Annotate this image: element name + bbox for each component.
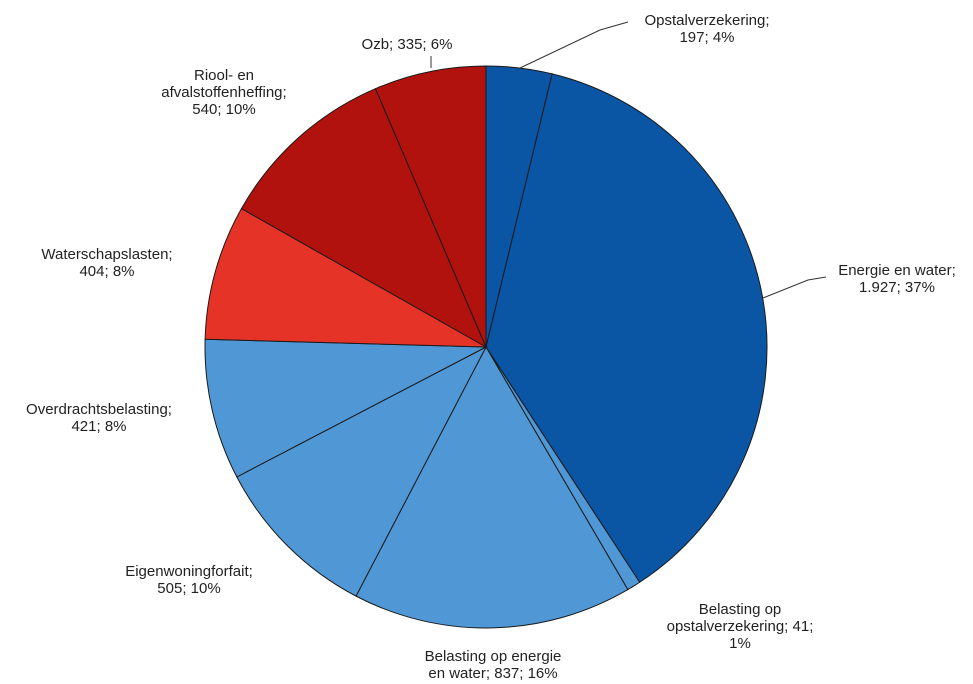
slice-label-line: 197; 4% — [679, 29, 734, 46]
slice-label-opstalverzekering: Opstalverzekering; 197; 4% — [644, 12, 769, 46]
slice-label-eigenwoningforfait: Eigenwoningforfait; 505; 10% — [125, 563, 253, 597]
slice-label-line: 505; 10% — [157, 580, 220, 597]
slice-label-line: 540; 10% — [192, 101, 255, 118]
pie-slice-waterschapslasten — [204, 207, 487, 348]
slice-label-line: Ozb; 335; 6% — [362, 36, 453, 53]
slice-label-line: Energie en water; — [838, 262, 956, 279]
slice-label-ozb: Ozb; 335; 6% — [362, 36, 453, 53]
slice-label-line: 404; 8% — [79, 263, 134, 280]
pie-slice-belasting-op-energie-en-water — [355, 345, 629, 629]
slice-label-riool-en-afvalstoffenheffing: Riool- en afvalstoffenheffing; 540; 10% — [161, 67, 286, 118]
slice-label-line: Overdrachtsbelasting; — [26, 401, 172, 418]
slice-label-line: 1.927; 37% — [859, 279, 935, 296]
slice-label-line: Belasting op energie — [425, 648, 562, 665]
label-leader-lines — [430, 21, 827, 299]
slice-label-line: Waterschapslasten; — [41, 246, 172, 263]
pie-slice-riool-en-afvalstoffenheffing — [240, 87, 488, 349]
pie-slice-eigenwoningforfait — [236, 345, 488, 597]
leader-line-opstalverzekering — [519, 21, 629, 69]
slice-label-energie-en-water: Energie en water; 1.927; 37% — [838, 262, 956, 296]
slice-label-line: afvalstoffenheffing; — [161, 84, 286, 101]
slice-label-line: Opstalverzekering; — [644, 12, 769, 29]
slice-label-line: Belasting op — [699, 601, 782, 618]
pie-slice-ozb — [374, 65, 487, 348]
leader-line-energie-en-water — [762, 276, 827, 299]
slice-label-belasting-op-energie-en-water: Belasting op energie en water; 837; 16% — [425, 648, 562, 682]
slice-label-line: Eigenwoningforfait; — [125, 563, 253, 580]
slice-label-line: Riool- en — [194, 67, 254, 84]
slice-label-line: 421; 8% — [71, 418, 126, 435]
slice-label-belasting-op-opstalverzekering: Belasting op opstalverzekering; 41; 1% — [667, 601, 814, 652]
pie-slice-energie-en-water — [485, 73, 768, 583]
slice-label-line: opstalverzekering; 41; — [667, 618, 814, 635]
slice-label-waterschapslasten: Waterschapslasten; 404; 8% — [41, 246, 172, 280]
slice-label-line: 1% — [729, 635, 751, 652]
slice-labels: Opstalverzekering; 197; 4% Energie en wate… — [26, 12, 956, 682]
slice-label-overdrachtsbelasting: Overdrachtsbelasting; 421; 8% — [26, 401, 172, 435]
pie-slices — [204, 65, 768, 629]
pie-slice-overdrachtsbelasting — [204, 338, 488, 478]
slice-label-line: en water; 837; 16% — [428, 665, 557, 682]
